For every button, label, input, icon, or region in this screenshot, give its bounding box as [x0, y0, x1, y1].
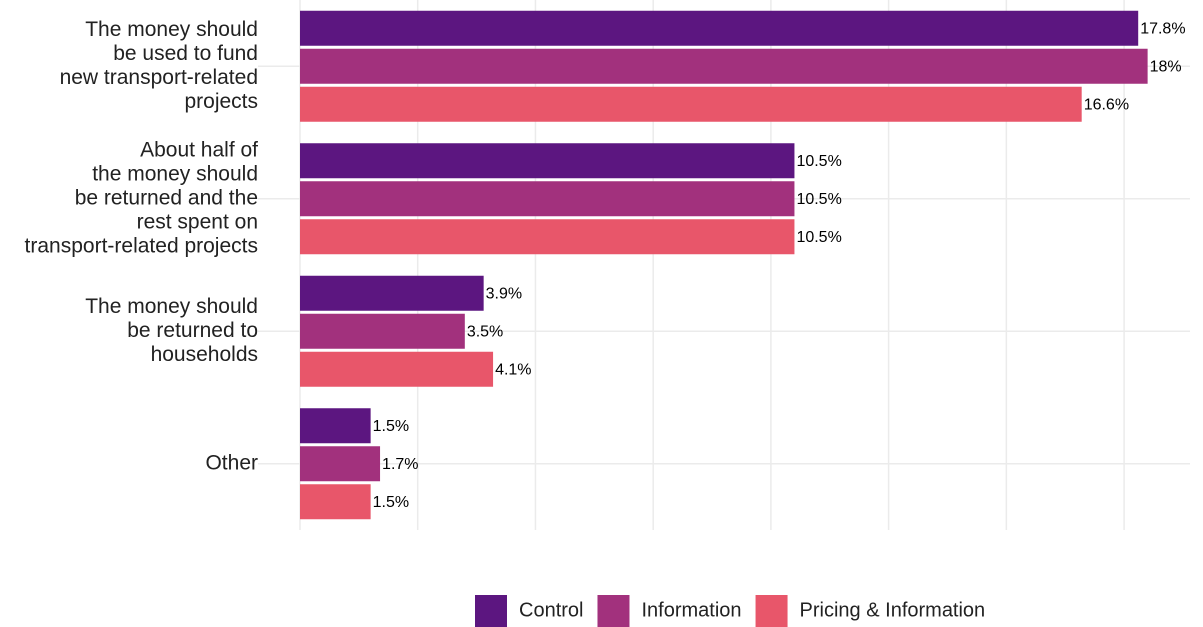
legend-swatch	[597, 595, 630, 627]
value-label: 17.8%	[1140, 20, 1185, 37]
category-label: be returned to	[127, 319, 258, 342]
bar	[300, 48, 1148, 84]
legend-swatch	[755, 595, 788, 627]
bar	[300, 275, 484, 311]
bar	[300, 351, 494, 387]
category-label: Other	[205, 451, 258, 474]
category-label: transport-related projects	[25, 234, 258, 257]
value-label: 10.5%	[796, 229, 841, 246]
value-label: 3.9%	[486, 285, 522, 302]
value-label: 1.7%	[382, 456, 418, 473]
legend-label: Information	[641, 599, 741, 621]
value-label: 18%	[1150, 58, 1182, 75]
bar	[300, 181, 795, 217]
value-label: 16.6%	[1084, 96, 1129, 113]
category-label: The money should	[85, 295, 258, 318]
value-label: 4.1%	[495, 361, 531, 378]
bar	[300, 484, 371, 520]
value-label: 1.5%	[373, 494, 409, 511]
category-label: be returned and the	[75, 186, 258, 209]
value-label: 3.5%	[467, 323, 503, 340]
value-label: 1.5%	[373, 418, 409, 435]
bar	[300, 143, 795, 179]
category-label: The money should	[85, 18, 258, 41]
legend-label: Control	[519, 599, 583, 621]
bar	[300, 86, 1082, 122]
bar	[300, 10, 1139, 46]
legend-label: Pricing & Information	[800, 599, 986, 621]
bar	[300, 446, 381, 482]
category-label: projects	[184, 90, 258, 113]
value-label: 10.5%	[796, 153, 841, 170]
category-label: rest spent on	[137, 210, 258, 233]
category-label: households	[151, 343, 258, 366]
legend-swatch	[475, 595, 507, 627]
category-label: About half of	[140, 138, 258, 161]
category-label: the money should	[92, 162, 258, 185]
bar	[300, 313, 465, 349]
category-label: new transport-related	[60, 66, 258, 89]
bar	[300, 219, 795, 255]
bar	[300, 408, 371, 444]
category-label: be used to fund	[113, 42, 258, 65]
value-label: 10.5%	[796, 191, 841, 208]
